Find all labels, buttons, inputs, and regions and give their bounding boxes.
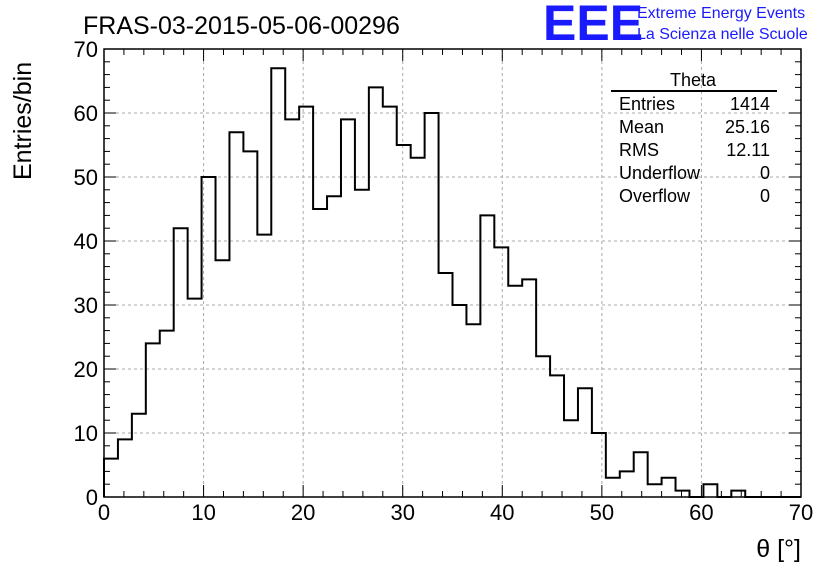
stats-title: Theta <box>670 70 717 90</box>
y-axis-label: Entries/bin <box>9 62 37 180</box>
stats-row-value: 12.11 <box>726 140 770 160</box>
chart-title: FRAS-03-2015-05-06-00296 <box>83 12 400 40</box>
stats-row-value: 0 <box>760 186 770 206</box>
stats-box: Theta Entries 1414 Mean 25.16 RMS 12.11 Underf… <box>611 70 777 206</box>
stats-row-label: Underflow <box>619 163 701 183</box>
stats-row-label: RMS <box>619 140 659 160</box>
grid-lines <box>104 49 801 497</box>
x-tick-label: 50 <box>590 500 614 525</box>
x-tick-labels: 0 10 20 30 40 50 60 70 <box>98 500 813 525</box>
y-tick-labels: 0 10 20 30 40 50 60 70 <box>74 37 98 510</box>
stats-row-value: 0 <box>760 163 770 183</box>
y-tick-label: 60 <box>74 101 98 126</box>
x-tick-label: 40 <box>490 500 514 525</box>
brand-line-1: Extreme Energy Events <box>637 5 805 22</box>
y-tick-label: 10 <box>74 421 98 446</box>
histogram-series <box>103 67 801 498</box>
x-tick-label: 30 <box>390 500 414 525</box>
y-tick-label: 70 <box>74 37 98 62</box>
stats-row-value: 25.16 <box>725 117 770 137</box>
brand-logo: EEE Extreme Energy Events La Scienza nel… <box>543 0 808 51</box>
x-tick-label: 70 <box>789 500 813 525</box>
plot-frame <box>103 48 802 498</box>
x-tick-label: 10 <box>191 500 215 525</box>
brand-logo-mark: EEE <box>543 0 643 51</box>
y-tick-label: 30 <box>74 293 98 318</box>
y-tick-label: 40 <box>74 229 98 254</box>
x-axis-label: θ [°] <box>756 535 801 563</box>
x-tick-label: 20 <box>291 500 315 525</box>
y-tick-label: 0 <box>86 485 98 510</box>
y-tick-label: 50 <box>74 165 98 190</box>
stats-row-value: 1414 <box>730 94 770 114</box>
stats-row-label: Overflow <box>619 186 691 206</box>
stats-rows: Entries 1414 Mean 25.16 RMS 12.11 Underflow 0 Ov… <box>619 94 770 206</box>
axis-ticks <box>103 48 802 498</box>
x-tick-label: 60 <box>689 500 713 525</box>
y-tick-label: 20 <box>74 357 98 382</box>
x-tick-label: 0 <box>98 500 110 525</box>
brand-line-2: La Scienza nelle Scuole <box>637 26 808 43</box>
stats-row-label: Entries <box>619 94 675 114</box>
stats-row-label: Mean <box>619 117 664 137</box>
